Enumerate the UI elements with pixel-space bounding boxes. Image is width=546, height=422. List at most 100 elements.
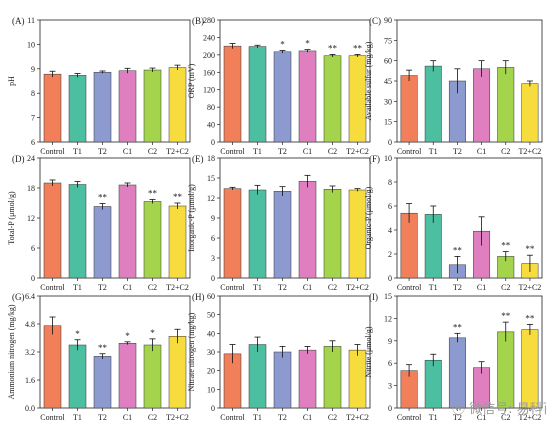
x-tick-label: C1 [477,147,486,156]
y-axis-label: Available sulfur (mg/kg) [364,41,373,120]
panel-label: (D) [12,154,25,164]
y-tick-label: 3 [388,382,392,391]
bar [43,73,62,143]
chart-panel: (F) 0 2 4 6 8 10 Organic-P (μmol/g) Control T1 ** T… [364,154,543,292]
bar [323,55,342,143]
y-tick-label: 1.6 [25,376,35,385]
x-tick-label: T2 [98,413,107,422]
x-tick-label: T2 [278,283,287,292]
y-tick-label: 24 [27,154,35,163]
x-tick-label: T1 [253,413,262,422]
significance-label: ** [453,245,463,255]
x-tick-label: T2+C2 [166,413,189,422]
y-axis-label: ORP (mV) [187,63,196,98]
significance-label: * [75,329,80,339]
y-tick-label: 240 [203,33,215,42]
y-tick-label: 8 [31,89,35,98]
y-axis-label: Inorganic-P (μmol/g) [187,184,196,252]
bar [323,189,342,279]
y-tick-label: 9 [388,337,392,346]
y-tick-label: 18 [207,154,215,163]
x-tick-label: Control [397,147,422,156]
panel-label: (H) [192,292,205,302]
x-tick-label: T2+C2 [346,147,369,156]
bar [118,343,137,409]
significance-label: * [150,328,155,338]
plot-frame [39,19,191,143]
x-tick-label: T2 [98,147,107,156]
significance-label: ** [98,193,108,203]
x-tick-label: T1 [73,147,82,156]
bar [473,68,491,143]
y-tick-label: 15 [207,174,215,183]
x-tick-label: T2+C2 [346,283,369,292]
y-tick-label: 280 [203,16,215,25]
significance-label: ** [353,43,363,53]
bar [143,201,162,279]
y-tick-label: 18 [27,184,35,193]
bar [118,184,137,279]
x-tick-label: C1 [303,283,312,292]
bar [168,336,187,409]
chart-panel: (E) 0 3 6 9 12 15 18 Inorganic-P (μmol/g) Control… [187,154,371,292]
x-tick-label: T2+C2 [519,147,542,156]
bar [424,214,442,279]
bar [223,188,242,279]
significance-label: ** [328,43,338,53]
y-axis-label: Nitrate nitrogen (mg/kg) [187,312,196,391]
x-tick-label: C2 [328,147,337,156]
panel-label: (F) [369,154,380,164]
bar [93,356,112,409]
bar [273,191,292,279]
x-tick-label: Control [40,147,65,156]
y-tick-label: 10 [207,385,215,394]
y-tick-label: 6 [31,138,35,147]
bar [273,351,292,409]
y-tick-label: 0 [211,274,215,283]
y-tick-label: 10 [27,40,35,49]
significance-label: ** [98,343,108,353]
x-tick-label: T2+C2 [166,283,189,292]
bar [521,329,539,409]
bar [68,75,87,143]
significance-label: * [305,39,310,49]
x-tick-label: T2 [98,283,107,292]
y-tick-label: 0 [388,274,392,283]
y-tick-label: 12 [384,314,392,323]
significance-label: ** [453,322,463,332]
y-tick-label: 12 [207,194,215,203]
x-tick-label: T2 [453,413,462,422]
x-tick-label: C2 [501,283,510,292]
bar [400,75,418,143]
y-axis-label: Total-P (μmol/g) [7,191,16,245]
y-tick-label: 0 [31,274,35,283]
bar [43,325,62,409]
y-tick-label: 3 [211,254,215,263]
y-tick-label: 11 [27,16,35,25]
x-tick-label: Control [220,283,245,292]
y-tick-label: 10 [384,154,392,163]
plot-frame [39,295,191,409]
significance-label: ** [148,189,158,199]
x-tick-label: C2 [148,147,157,156]
bar [143,69,162,143]
x-tick-label: C1 [303,413,312,422]
panel-label: (I) [369,292,378,302]
y-tick-label: 0 [388,138,392,147]
x-tick-label: T2+C2 [346,413,369,422]
bar [323,346,342,409]
x-tick-label: C2 [501,147,510,156]
x-tick-label: C2 [148,413,157,422]
significance-label: * [125,331,130,341]
x-tick-label: C1 [477,283,486,292]
y-tick-label: 6 [388,202,392,211]
x-tick-label: T2 [278,147,287,156]
y-tick-label: 4 [388,226,392,235]
chart-panel: (G) 0.0 1.6 3.2 4.8 6.4 Ammonium nitrogen (mg/… [7,292,191,422]
chart-panel: (C) 0 15 30 45 60 75 90 Available sulfur (mg/kg)… [364,16,543,156]
y-tick-label: 90 [384,16,392,25]
bar [248,189,267,279]
y-axis-label: Ammonium nitrogen (mg/kg) [7,304,16,399]
y-axis-label: pH [7,76,16,86]
